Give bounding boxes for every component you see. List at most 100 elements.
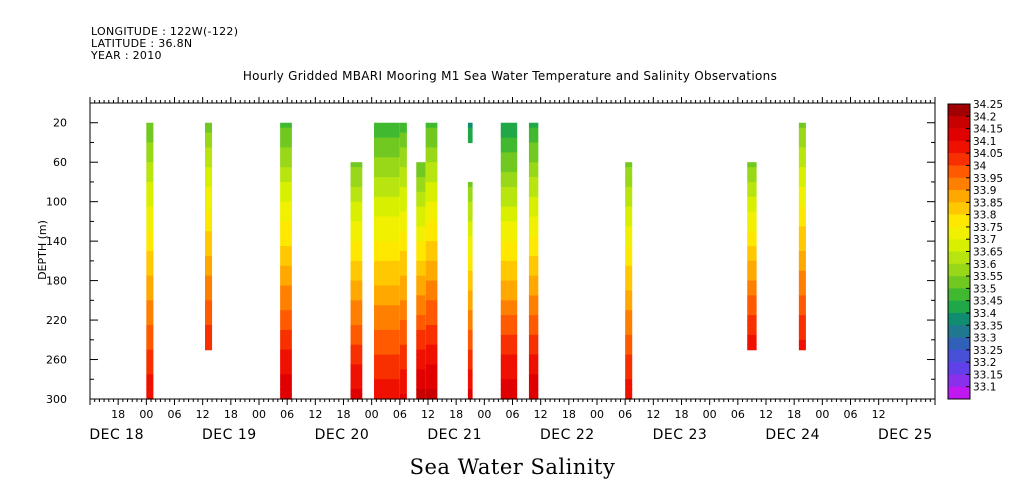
salinity-cell (374, 384, 400, 390)
salinity-cell (416, 290, 426, 296)
salinity-cell (146, 181, 154, 188)
salinity-cell (500, 177, 518, 183)
salinity-cell (528, 349, 539, 356)
salinity-cell (146, 334, 154, 341)
salinity-cell (205, 221, 213, 227)
salinity-cell (374, 241, 400, 247)
salinity-cell (280, 344, 292, 351)
salinity-cell (528, 162, 539, 168)
salinity-cell (747, 162, 757, 168)
colorbar-label: 33.2 (973, 357, 996, 369)
salinity-cell (374, 325, 400, 331)
salinity-cell (399, 122, 407, 129)
colorbar-label: 33.8 (973, 210, 996, 222)
salinity-cell (146, 270, 154, 277)
salinity-cell (416, 300, 426, 306)
salinity-cell (205, 300, 213, 306)
salinity-cell (374, 359, 400, 366)
salinity-cell (374, 152, 400, 158)
salinity-cell (350, 265, 363, 272)
salinity-cell (747, 181, 757, 188)
salinity-cell (425, 320, 438, 326)
salinity-cell (416, 359, 426, 366)
salinity-cell (374, 265, 400, 272)
salinity-cell (416, 167, 426, 173)
salinity-cell (528, 255, 539, 262)
salinity-cell (500, 196, 518, 203)
salinity-cell (280, 275, 292, 282)
salinity-cell (625, 349, 633, 356)
x-hour-label: 00 (703, 408, 717, 421)
salinity-cell (146, 186, 154, 193)
salinity-cell (416, 354, 426, 361)
salinity-cell (798, 162, 806, 168)
salinity-cell (500, 339, 518, 346)
salinity-cell (399, 300, 407, 306)
salinity-cell (350, 246, 363, 252)
salinity-cell (500, 226, 518, 232)
salinity-cell (467, 226, 473, 232)
salinity-cell (798, 315, 806, 321)
salinity-cell (416, 181, 426, 188)
salinity-cell (425, 255, 438, 262)
salinity-cell (416, 349, 426, 356)
salinity-cell (528, 172, 539, 178)
salinity-cell (747, 196, 757, 203)
salinity-cell (350, 162, 363, 168)
salinity-cell (280, 132, 292, 139)
salinity-cell (500, 157, 518, 163)
salinity-cell (374, 349, 400, 356)
salinity-cell (500, 300, 518, 306)
salinity-cell (280, 186, 292, 193)
salinity-cell (399, 260, 407, 267)
salinity-cell (425, 177, 438, 183)
salinity-cell (425, 315, 438, 321)
salinity-cell (374, 315, 400, 321)
x-hour-label: 18 (224, 408, 238, 421)
salinity-cell (747, 329, 757, 336)
salinity-cell (374, 201, 400, 208)
salinity-cell (425, 394, 438, 400)
salinity-cell (146, 394, 154, 400)
salinity-cell (374, 305, 400, 311)
salinity-cell (467, 339, 473, 346)
salinity-cell (399, 186, 407, 193)
salinity-cell (500, 394, 518, 400)
salinity-cell (205, 275, 213, 282)
salinity-cell (416, 206, 426, 213)
salinity-cell (425, 285, 438, 292)
colorbar-swatch (948, 140, 970, 154)
salinity-cell (467, 275, 473, 282)
salinity-cell (500, 191, 518, 198)
salinity-cell (399, 265, 407, 272)
colorbar-label: 33.6 (973, 259, 997, 271)
chart-title: Hourly Gridded MBARI Mooring M1 Sea Wate… (242, 69, 778, 83)
salinity-cell (500, 172, 518, 178)
salinity-cell (798, 305, 806, 311)
salinity-cell (425, 167, 438, 173)
salinity-cell (399, 231, 407, 237)
salinity-cell (399, 157, 407, 163)
colorbar-swatch (948, 165, 970, 179)
salinity-cell (399, 142, 407, 148)
data-column (205, 122, 213, 351)
salinity-cell (425, 157, 438, 163)
salinity-cell (747, 290, 757, 296)
salinity-cell (399, 310, 407, 316)
salinity-cell (500, 167, 518, 173)
salinity-cell (350, 295, 363, 301)
salinity-cell (747, 246, 757, 252)
salinity-cell (374, 260, 400, 267)
salinity-cell (500, 325, 518, 331)
salinity-cell (280, 389, 292, 395)
salinity-cell (425, 162, 438, 168)
salinity-cell (399, 315, 407, 321)
salinity-cell (747, 167, 757, 173)
salinity-cell (205, 241, 213, 247)
salinity-cell (399, 364, 407, 370)
salinity-cell (467, 344, 473, 351)
salinity-cell (425, 379, 438, 385)
salinity-cell (467, 241, 473, 247)
salinity-cell (205, 251, 213, 257)
